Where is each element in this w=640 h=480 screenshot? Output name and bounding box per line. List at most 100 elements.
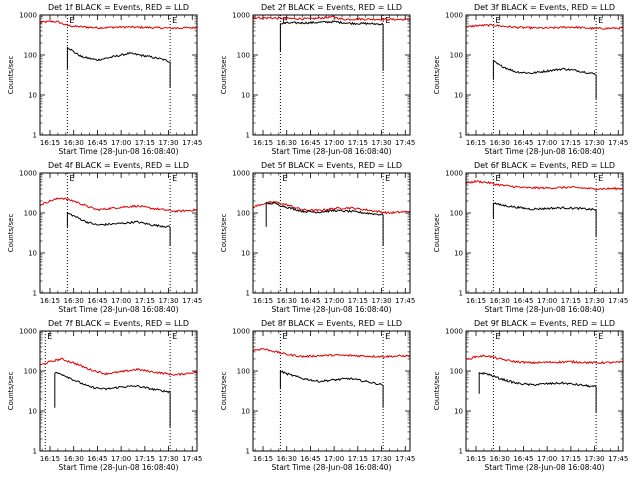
plot-frame — [252, 14, 411, 136]
plot-frame — [252, 172, 411, 294]
y-tick-label: 1000 — [19, 170, 37, 178]
x-tick-label: 17:15 — [561, 455, 581, 463]
y-tick-label: 1 — [33, 448, 37, 456]
y-tick-label: 100 — [24, 52, 37, 60]
x-tick-label: 16:15 — [253, 297, 273, 305]
x-tick-label: 17:45 — [395, 139, 415, 147]
y-tick-label: 1 — [459, 448, 463, 456]
x-tick-label: 16:45 — [87, 297, 107, 305]
x-axis-label: Start Time (28-Jun-08 16:08:40) — [272, 463, 392, 472]
x-tick-label: 17:15 — [348, 455, 368, 463]
y-tick-label: 10 — [241, 250, 250, 258]
x-tick-label: 17:30 — [584, 455, 604, 463]
x-axis-label: Start Time (28-Jun-08 16:08:40) — [485, 147, 605, 156]
y-tick-label: 1000 — [19, 12, 37, 20]
event-marker-label: E — [172, 332, 177, 341]
y-axis-label: Counts/sec — [7, 372, 15, 411]
y-tick-label: 100 — [24, 210, 37, 218]
x-tick-label: 17:00 — [537, 297, 557, 305]
y-tick-label: 100 — [24, 368, 37, 376]
x-tick-label: 17:00 — [324, 455, 344, 463]
lld-series-line — [465, 23, 624, 31]
x-tick-label: 16:30 — [277, 455, 297, 463]
plot-frame — [39, 330, 198, 452]
chart-panel-2: Det 2f BLACK = Events, RED = LLD Counts/s… — [220, 3, 415, 156]
y-axis-label: Counts/sec — [7, 56, 15, 95]
x-tick-label: 17:00 — [111, 297, 131, 305]
lld-series-line — [252, 200, 411, 215]
y-tick-label: 1000 — [232, 12, 250, 20]
chart-title: Det 3f BLACK = Events, RED = LLD — [474, 3, 615, 12]
event-marker-label: E — [69, 174, 74, 183]
x-tick-label: 17:45 — [395, 455, 415, 463]
x-tick-label: 17:15 — [561, 297, 581, 305]
events-series-line — [478, 371, 597, 413]
chart-title: Det 5f BLACK = Events, RED = LLD — [261, 161, 402, 170]
x-axis-label: Start Time (28-Jun-08 16:08:40) — [485, 463, 605, 472]
chart-title: Det 2f BLACK = Events, RED = LLD — [261, 3, 402, 12]
y-tick-label: 1000 — [445, 328, 463, 336]
x-axis-label: Start Time (28-Jun-08 16:08:40) — [59, 463, 179, 472]
y-tick-label: 100 — [237, 210, 250, 218]
x-axis-label: Start Time (28-Jun-08 16:08:40) — [272, 147, 392, 156]
x-tick-label: 16:45 — [513, 455, 533, 463]
chart-panel-4: Det 4f BLACK = Events, RED = LLD Counts/s… — [7, 161, 202, 314]
lld-series-line — [252, 15, 411, 22]
chart-panel-3: Det 3f BLACK = Events, RED = LLD Counts/s… — [433, 3, 628, 156]
y-tick-label: 1 — [33, 290, 37, 298]
x-tick-label: 16:15 — [40, 455, 60, 463]
x-axis-label: Start Time (28-Jun-08 16:08:40) — [59, 147, 179, 156]
y-axis-label: Counts/sec — [433, 56, 441, 95]
y-tick-label: 1 — [246, 132, 250, 140]
x-tick-label: 17:00 — [111, 455, 131, 463]
events-series-line — [492, 202, 597, 238]
chart-title: Det 1f BLACK = Events, RED = LLD — [48, 3, 189, 12]
x-tick-label: 16:30 — [490, 139, 510, 147]
chart-panel-1: Det 1f BLACK = Events, RED = LLD Counts/s… — [7, 3, 202, 156]
plot-frame — [465, 330, 624, 452]
event-marker-label: E — [282, 16, 287, 25]
chart-panel-7: Det 7f BLACK = Events, RED = LLD Counts/s… — [7, 319, 202, 472]
x-tick-label: 17:15 — [561, 139, 581, 147]
events-series-line — [279, 370, 384, 408]
event-marker-label: E — [598, 332, 603, 341]
x-tick-label: 16:15 — [253, 455, 273, 463]
lld-series-line — [39, 20, 198, 30]
event-marker-label: E — [385, 332, 390, 341]
y-axis-label: Counts/sec — [220, 372, 228, 411]
x-tick-label: 16:15 — [466, 139, 486, 147]
chart-panel-5: Det 5f BLACK = Events, RED = LLD Counts/s… — [220, 161, 415, 314]
y-tick-label: 10 — [454, 250, 463, 258]
x-tick-label: 17:30 — [371, 139, 391, 147]
y-axis-label: Counts/sec — [220, 214, 228, 253]
plot-frame — [465, 172, 624, 294]
x-tick-label: 17:45 — [395, 297, 415, 305]
event-marker-label: E — [598, 174, 603, 183]
x-tick-label: 16:15 — [466, 455, 486, 463]
x-tick-label: 17:30 — [584, 297, 604, 305]
event-marker-label: E — [172, 16, 177, 25]
x-tick-label: 16:30 — [64, 297, 84, 305]
event-marker-label: E — [172, 174, 177, 183]
lld-series-line — [465, 179, 624, 191]
y-tick-label: 10 — [454, 408, 463, 416]
x-tick-label: 17:00 — [537, 455, 557, 463]
x-tick-label: 16:45 — [513, 139, 533, 147]
x-axis-label: Start Time (28-Jun-08 16:08:40) — [272, 305, 392, 314]
x-tick-label: 17:30 — [584, 139, 604, 147]
x-tick-label: 16:30 — [490, 297, 510, 305]
x-tick-label: 17:45 — [608, 139, 628, 147]
x-tick-label: 17:15 — [135, 455, 155, 463]
y-axis-label: Counts/sec — [220, 56, 228, 95]
x-tick-label: 17:30 — [371, 297, 391, 305]
lld-series-line — [465, 354, 624, 365]
chart-panel-9: Det 9f BLACK = Events, RED = LLD Counts/s… — [433, 319, 628, 472]
y-tick-label: 100 — [237, 368, 250, 376]
plot-frame — [39, 172, 198, 294]
y-tick-label: 1 — [459, 132, 463, 140]
y-tick-label: 1 — [246, 448, 250, 456]
events-series-line — [54, 372, 171, 427]
x-tick-label: 16:30 — [64, 455, 84, 463]
x-tick-label: 17:15 — [135, 297, 155, 305]
